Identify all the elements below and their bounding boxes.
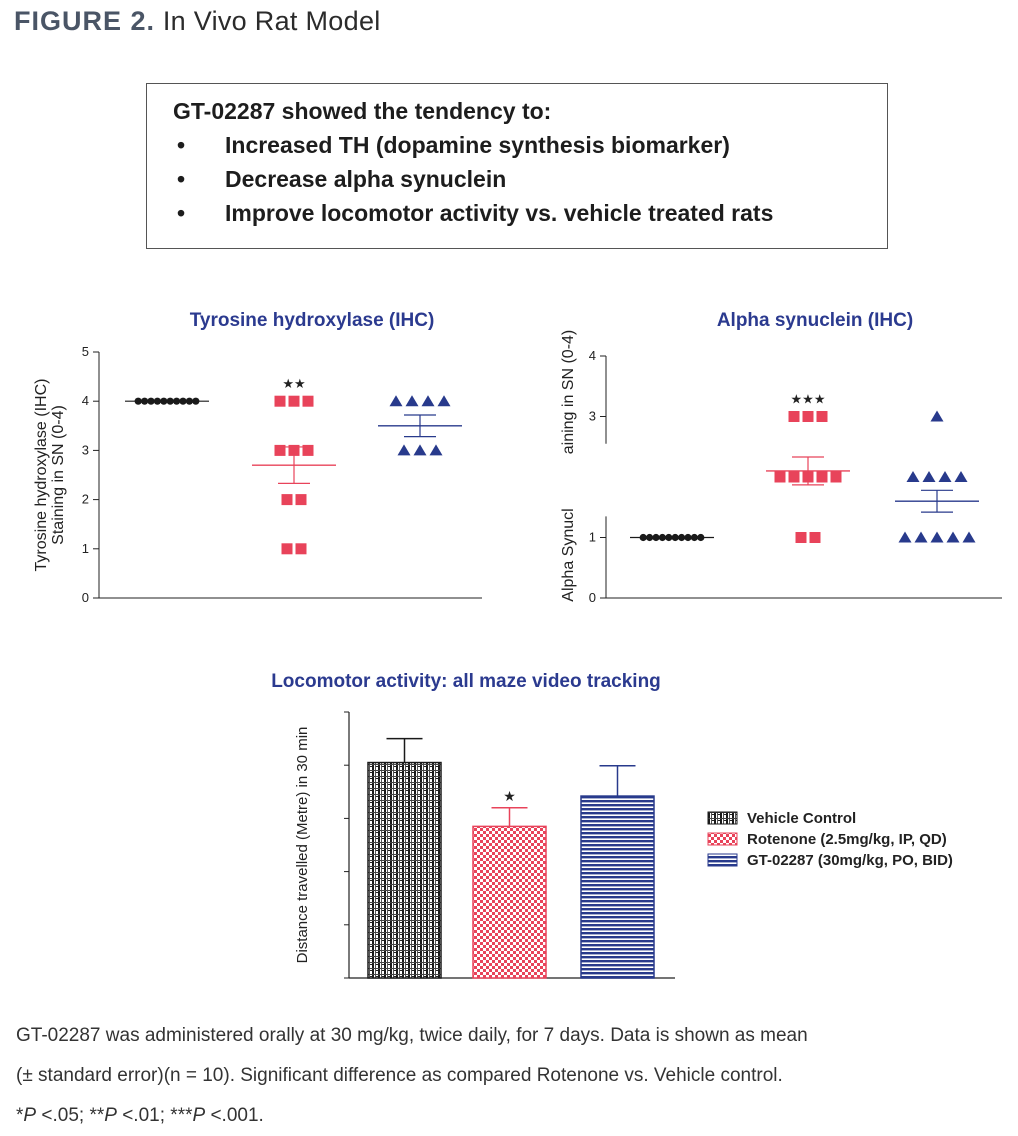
p-threshold-2: <.01; <box>116 1105 171 1126</box>
y-axis-label: Tyrosine hydroxylase (IHC) <box>33 379 50 572</box>
y-axis-label: Staining in SN (0-4) <box>50 405 67 545</box>
data-point <box>774 471 786 483</box>
data-point <box>295 543 307 555</box>
y-tick-label: 5 <box>82 344 89 359</box>
data-point <box>413 444 427 456</box>
p-symbol-2: P <box>104 1105 117 1126</box>
data-point <box>914 531 928 543</box>
bar <box>580 795 655 979</box>
y-axis-label: Distance travelled (Metre) in 30 min <box>294 727 311 964</box>
summary-item-text: Decrease alpha synuclein <box>225 166 507 192</box>
significance-mark: ★ <box>503 788 516 804</box>
data-point <box>962 531 976 543</box>
summary-item: • Decrease alpha synuclein <box>173 162 887 196</box>
data-point <box>938 471 952 482</box>
summary-item-text: Increased TH (dopamine synthesis biomark… <box>225 132 730 158</box>
y-axis-label: aining in SN (0-4) <box>560 330 577 455</box>
legend-label: Rotenone (2.5mg/kg, IP, QD) <box>747 831 947 848</box>
figure-title: FIGURE 2. In Vivo Rat Model <box>14 6 381 37</box>
data-point <box>816 411 828 422</box>
data-point <box>429 444 443 456</box>
data-point <box>898 531 912 543</box>
chart-title: Tyrosine hydroxylase (IHC) <box>190 310 435 331</box>
data-point <box>946 531 960 543</box>
data-point <box>922 471 936 482</box>
data-point <box>281 494 293 506</box>
data-point <box>288 395 300 407</box>
summary-item: • Increased TH (dopamine synthesis biomar… <box>173 128 887 162</box>
legend-label: Vehicle Control <box>747 810 856 827</box>
data-point <box>830 471 842 483</box>
data-point <box>795 532 807 543</box>
data-point <box>816 471 828 483</box>
p-symbol-1: P <box>23 1105 37 1126</box>
y-axis-label: Alpha Synucl <box>560 508 577 601</box>
summary-item-text: Improve locomotor activity vs. vehicle t… <box>225 200 774 226</box>
y-tick-label: 3 <box>82 442 89 457</box>
figure-caption: GT-02287 was administered orally at 30 m… <box>16 1016 1006 1136</box>
data-point <box>281 543 293 555</box>
data-point <box>295 494 307 506</box>
summary-heading: GT-02287 showed the tendency to: <box>173 98 552 124</box>
legend-swatch <box>707 853 738 867</box>
data-point <box>930 410 944 422</box>
data-point <box>788 411 800 422</box>
y-tick-label: 1 <box>82 541 89 556</box>
data-point <box>405 395 419 407</box>
data-point <box>788 471 800 483</box>
data-point <box>437 395 451 407</box>
p-stars-1: * <box>16 1105 24 1126</box>
p-stars-3: *** <box>170 1105 193 1126</box>
data-point <box>397 444 411 456</box>
data-point <box>906 471 920 482</box>
bullet-icon: • <box>177 200 186 226</box>
data-point <box>389 395 403 407</box>
data-point <box>802 411 814 422</box>
data-point <box>302 444 314 456</box>
legend-swatch <box>707 811 738 825</box>
data-point <box>930 531 944 543</box>
bullet-icon: • <box>177 166 186 192</box>
chart-title: Locomotor activity: all maze video track… <box>271 671 661 692</box>
summary-item: • Improve locomotor activity vs. vehicle … <box>173 196 887 230</box>
caption-line-1: GT-02287 was administered orally at 30 m… <box>16 1025 808 1046</box>
y-tick-label: 2 <box>82 492 89 507</box>
y-tick-label: 4 <box>82 393 89 408</box>
data-point <box>302 395 314 407</box>
y-tick-label: 4 <box>589 348 596 363</box>
legend-label: GT-02287 (30mg/kg, PO, BID) <box>747 852 953 869</box>
p-stars-2: ** <box>89 1105 105 1126</box>
y-tick-label: 0 <box>82 590 89 605</box>
summary-box: GT-02287 showed the tendency to: • Increa… <box>146 83 888 249</box>
significance-mark: ★★★ <box>791 392 826 407</box>
y-tick-label: 1 <box>589 530 596 545</box>
p-threshold-3: <.001. <box>205 1105 264 1126</box>
caption-line-3: *P <.05; **P <.01; ***P <.001. <box>16 1096 1006 1136</box>
caption-line-2: (± standard error)(n = 10). Significant … <box>16 1065 783 1086</box>
p-threshold-1: <.05; <box>36 1105 90 1126</box>
bar <box>367 761 442 979</box>
summary-list: • Increased TH (dopamine synthesis biomar… <box>173 128 887 230</box>
bar <box>472 825 547 979</box>
data-point <box>274 395 286 407</box>
significance-mark: ★★ <box>282 376 305 391</box>
figure-title-text: In Vivo Rat Model <box>162 6 381 36</box>
figure-label: FIGURE 2. <box>14 6 156 36</box>
chart-title: Alpha synuclein (IHC) <box>717 310 913 331</box>
data-point <box>809 532 821 543</box>
data-point <box>274 444 286 456</box>
y-tick-label: 0 <box>589 590 596 605</box>
data-point <box>421 395 435 407</box>
y-tick-label: 3 <box>589 409 596 424</box>
p-symbol-3: P <box>192 1105 206 1126</box>
data-point <box>954 471 968 482</box>
legend-swatch <box>707 832 738 846</box>
bullet-icon: • <box>177 132 186 158</box>
